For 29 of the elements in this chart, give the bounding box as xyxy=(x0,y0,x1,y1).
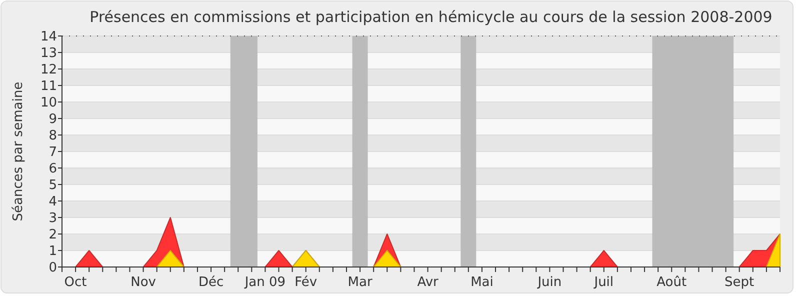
y-tick-label: 1 xyxy=(48,244,57,260)
y-axis-title: Séances par semaine xyxy=(11,82,26,222)
y-tick-label: 7 xyxy=(48,145,57,160)
y-tick-label: 14 xyxy=(40,30,57,45)
x-tick-label: Fév xyxy=(294,275,318,290)
y-tick-label: 13 xyxy=(40,46,57,62)
x-tick-label: Mai xyxy=(470,275,494,290)
x-tick-label: Oct xyxy=(64,275,87,290)
y-tick-label: 2 xyxy=(48,228,57,243)
y-tick-label: 11 xyxy=(40,79,57,94)
x-tick-label: Avr xyxy=(417,275,440,290)
x-tick-label: Nov xyxy=(130,275,156,290)
x-tick-label: Déc xyxy=(198,275,224,290)
y-tick-label: 3 xyxy=(48,211,57,226)
chart-title: Présences en commissions et participation en hémicycle au cours de la session 2008-2009 xyxy=(90,8,772,26)
x-tick-label: Sept xyxy=(724,275,754,290)
y-tick-label: 4 xyxy=(48,194,57,210)
y-tick-label: 0 xyxy=(48,260,57,276)
y-tick-label: 8 xyxy=(48,128,57,144)
x-tick-label: Août xyxy=(656,275,687,290)
x-tick-label: Mar xyxy=(348,275,373,290)
y-tick-label: 12 xyxy=(40,62,57,78)
x-tick-label: Juil xyxy=(593,275,614,290)
y-tick-label: 6 xyxy=(48,162,57,177)
x-tick-label: Juin xyxy=(536,275,562,290)
y-tick-label: 9 xyxy=(48,112,57,128)
x-tick-label: Jan 09 xyxy=(244,275,286,290)
y-tick-label: 10 xyxy=(40,96,57,111)
y-tick-label: 5 xyxy=(48,178,57,194)
